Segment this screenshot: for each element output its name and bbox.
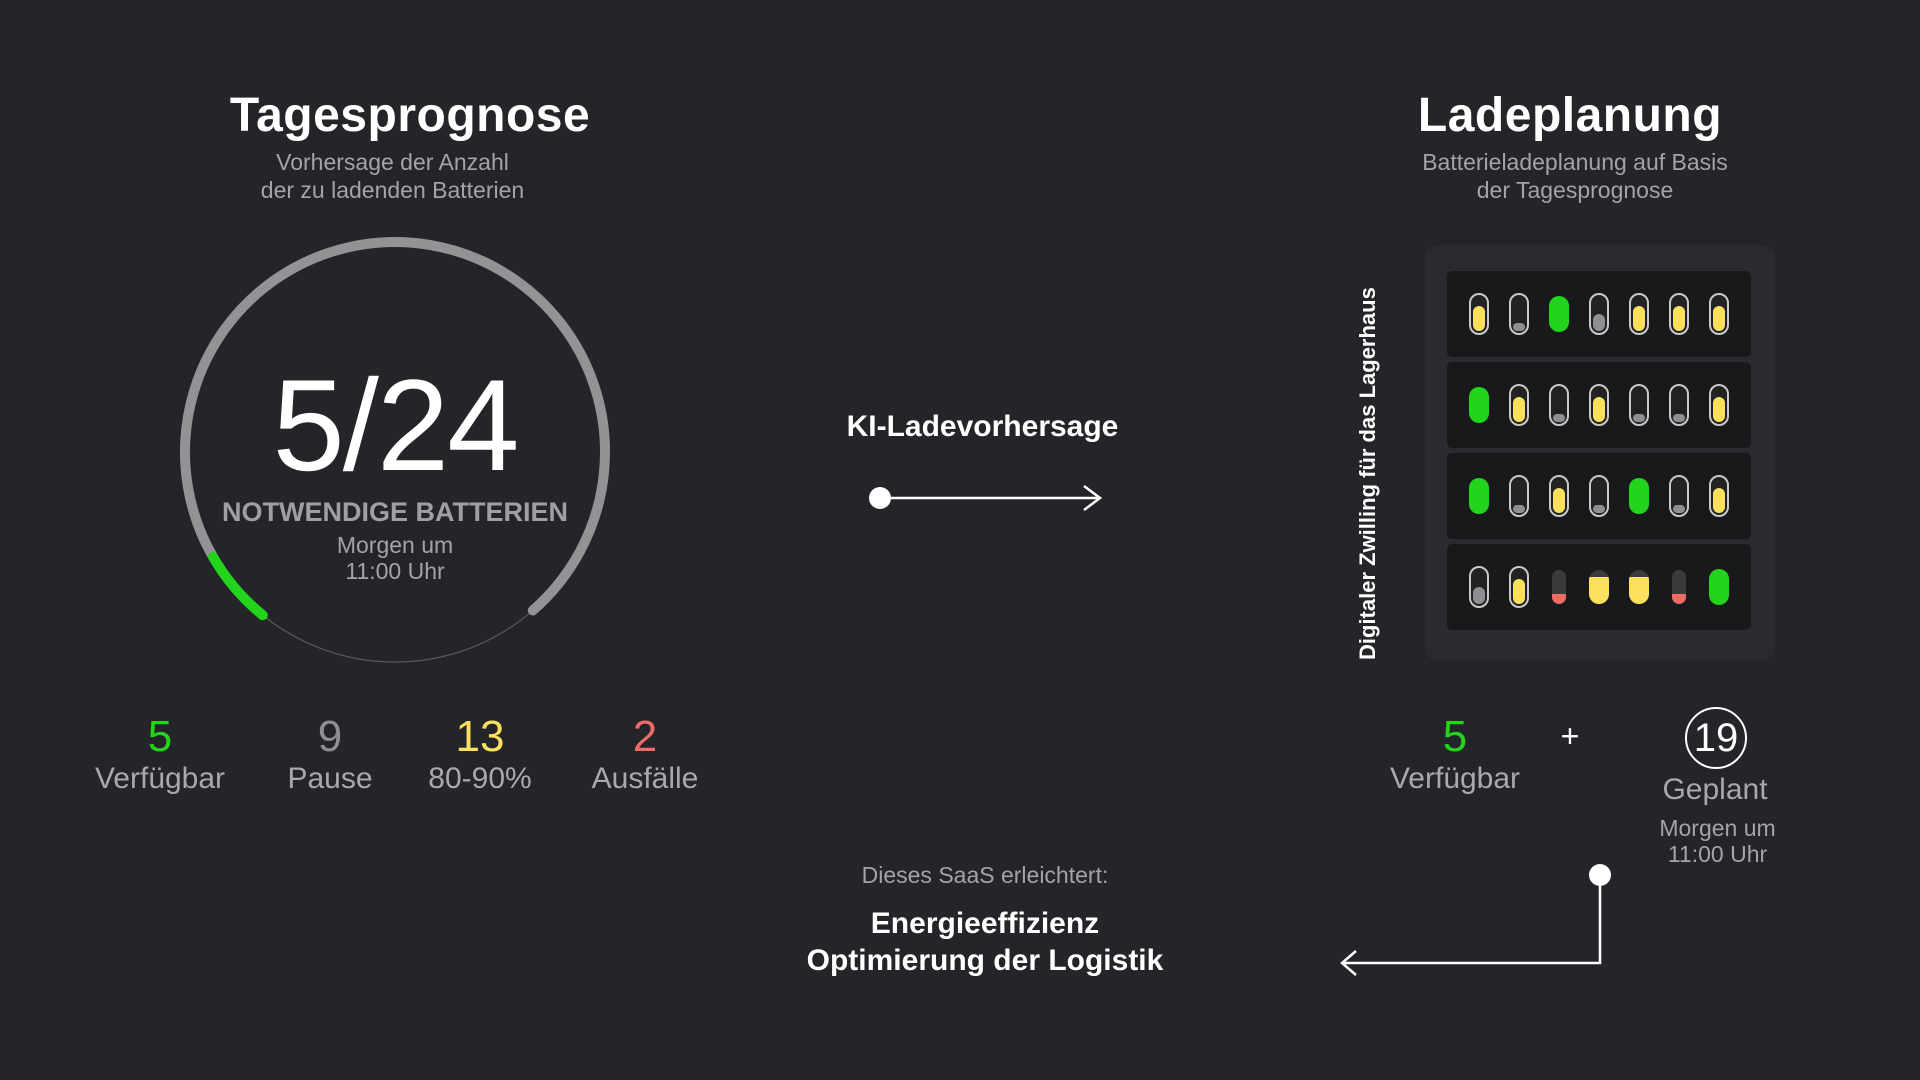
gauge-arc-gray xyxy=(179,237,610,616)
battery-cell xyxy=(1669,293,1689,335)
gauge-value: 5/24 xyxy=(272,352,519,498)
return-arrow-line xyxy=(1342,875,1602,965)
arrow-right-icon xyxy=(1083,485,1103,511)
plan-available-value: 5 xyxy=(1442,712,1468,761)
battery-cell xyxy=(1469,478,1489,514)
gauge-time: Morgen um 11:00 Uhr xyxy=(195,532,595,584)
benefits: Energieeffizienz Optimierung der Logisti… xyxy=(770,905,1200,979)
planned-time: Morgen um 11:00 Uhr xyxy=(1630,815,1805,867)
ai-forecast-label: KI-Ladevorhersage xyxy=(846,410,1119,443)
return-arrow xyxy=(1340,864,1611,976)
battery-cell xyxy=(1549,475,1569,517)
gauge-label: NOTWENDIGE BATTERIEN xyxy=(222,497,568,527)
forecast-gauge xyxy=(179,237,610,663)
forward-arrow xyxy=(869,485,1103,511)
battery-row xyxy=(1447,544,1751,630)
plan-available: 5 Verfügbar xyxy=(1370,712,1540,796)
plan-subtitle-line1: Batterieladeplanung auf Basis xyxy=(1422,149,1728,175)
digital-twin-label: Digitaler Zwilling für das Lagerhaus xyxy=(1355,287,1380,660)
plan-available-label: Verfügbar xyxy=(1389,762,1521,795)
saas-intro: Dieses SaaS erleichtert: xyxy=(861,862,1109,888)
battery-cell xyxy=(1552,570,1566,604)
stat-pause-label: Pause xyxy=(287,762,373,795)
planned-time-line2: 11:00 Uhr xyxy=(1667,841,1768,867)
battery-cell xyxy=(1709,384,1729,426)
battery-cell xyxy=(1669,384,1689,426)
battery-cell xyxy=(1629,293,1649,335)
stat-pause-value: 9 xyxy=(317,712,343,761)
plan-subtitle: Batterieladeplanung auf Basis der Tagesp… xyxy=(1355,148,1795,204)
gauge-time-line1: Morgen um xyxy=(336,532,454,558)
gauge-arc-green xyxy=(208,552,268,621)
battery-cell xyxy=(1469,293,1489,335)
planned-count-badge: 19 xyxy=(1685,707,1747,769)
forecast-subtitle-line2: der zu ladenden Batterien xyxy=(260,177,525,203)
battery-cell xyxy=(1549,296,1569,332)
stat-charge-range: 13 80-90% xyxy=(410,712,550,796)
forecast-subtitle-line1: Vorhersage der Anzahl xyxy=(276,149,509,175)
gauge-time-line2: 11:00 Uhr xyxy=(345,558,445,584)
battery-cell xyxy=(1509,384,1529,426)
battery-cell xyxy=(1469,387,1489,423)
battery-cell xyxy=(1629,478,1649,514)
stat-failures: 2 Ausfälle xyxy=(570,712,720,796)
battery-cell xyxy=(1589,475,1609,517)
battery-cell xyxy=(1709,569,1729,605)
stat-available-label: Verfügbar xyxy=(94,762,226,795)
battery-row xyxy=(1447,271,1751,357)
forecast-title: Tagesprognose xyxy=(229,89,591,142)
battery-cell xyxy=(1509,475,1529,517)
battery-cell xyxy=(1672,570,1686,604)
battery-cell xyxy=(1509,293,1529,335)
planned-label: Geplant xyxy=(1662,773,1768,806)
battery-cell xyxy=(1589,384,1609,426)
stat-failures-label: Ausfälle xyxy=(591,762,699,795)
battery-cell xyxy=(1589,570,1609,604)
planned-time-line1: Morgen um xyxy=(1659,815,1776,841)
battery-cell xyxy=(1509,566,1529,608)
plus-sign: + xyxy=(1560,718,1580,754)
digital-twin-panel xyxy=(1425,245,1775,660)
battery-row xyxy=(1447,362,1751,448)
stat-failures-value: 2 xyxy=(632,712,658,761)
plan-subtitle-line2: der Tagesprognose xyxy=(1476,177,1674,203)
stat-available: 5 Verfügbar xyxy=(80,712,240,796)
forecast-subtitle: Vorhersage der Anzahl der zu ladenden Ba… xyxy=(170,148,615,204)
battery-cell xyxy=(1549,384,1569,426)
battery-grid xyxy=(1447,271,1751,637)
stat-charge-range-label: 80-90% xyxy=(428,762,532,795)
stat-pause: 9 Pause xyxy=(260,712,400,796)
stat-charge-range-value: 13 xyxy=(455,712,505,761)
battery-cell xyxy=(1629,570,1649,604)
battery-cell xyxy=(1709,293,1729,335)
stat-available-value: 5 xyxy=(147,712,173,761)
battery-cell xyxy=(1709,475,1729,517)
battery-cell xyxy=(1589,293,1609,335)
battery-cell xyxy=(1629,384,1649,426)
arrow-left-icon xyxy=(1340,950,1357,976)
battery-row xyxy=(1447,453,1751,539)
battery-cell xyxy=(1669,475,1689,517)
plan-title: Ladeplanung xyxy=(1417,89,1723,142)
benefit-energy: Energieeffizienz xyxy=(870,907,1100,940)
benefit-logistics: Optimierung der Logistik xyxy=(806,944,1164,977)
battery-cell xyxy=(1469,566,1489,608)
